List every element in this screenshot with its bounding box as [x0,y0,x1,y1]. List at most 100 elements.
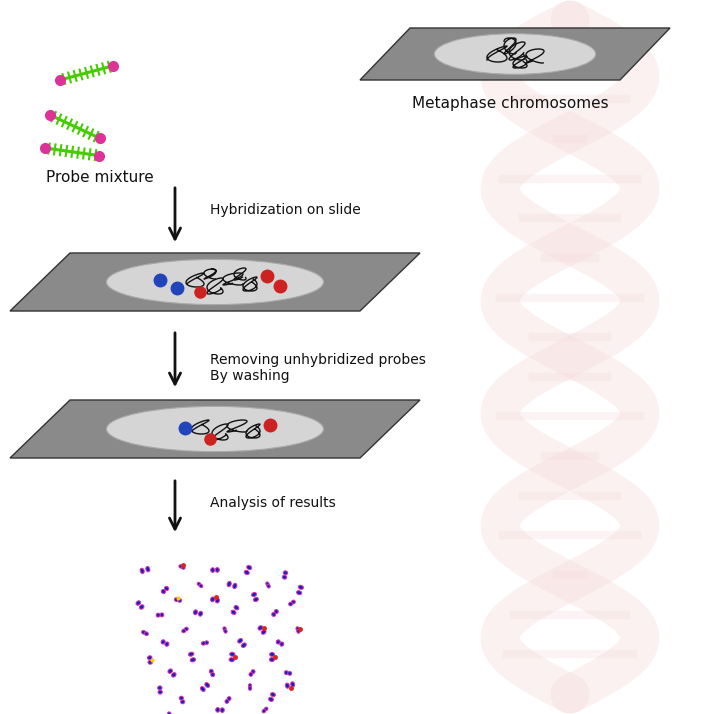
Polygon shape [360,28,670,80]
Polygon shape [266,582,269,585]
Polygon shape [193,610,198,615]
Polygon shape [238,638,243,643]
Polygon shape [211,673,215,677]
Polygon shape [215,568,219,572]
Polygon shape [198,611,203,616]
Text: Hybridization on slide: Hybridization on slide [210,203,361,217]
Polygon shape [172,673,176,677]
Ellipse shape [107,259,323,305]
Polygon shape [181,700,185,704]
Polygon shape [165,642,169,646]
Polygon shape [144,632,149,635]
Polygon shape [199,584,203,588]
Polygon shape [220,708,224,713]
Polygon shape [297,629,300,633]
Polygon shape [179,696,184,700]
Polygon shape [276,640,280,644]
Polygon shape [215,598,219,603]
Polygon shape [146,566,150,572]
Polygon shape [136,600,141,605]
Polygon shape [158,686,162,690]
Polygon shape [249,673,253,676]
Polygon shape [264,707,268,711]
Polygon shape [274,610,278,613]
Polygon shape [261,630,266,634]
Ellipse shape [435,34,596,74]
Polygon shape [285,683,290,688]
Polygon shape [182,566,185,569]
Polygon shape [184,627,188,631]
Polygon shape [298,585,304,589]
Polygon shape [224,629,227,633]
Polygon shape [241,643,246,648]
Polygon shape [291,682,294,687]
Polygon shape [292,600,295,604]
Polygon shape [168,712,171,714]
Polygon shape [227,581,231,587]
Ellipse shape [107,406,323,452]
Polygon shape [205,683,210,688]
Polygon shape [168,669,172,673]
Polygon shape [140,568,144,573]
Polygon shape [10,253,420,311]
Polygon shape [229,658,234,662]
Text: Metaphase chromosomes: Metaphase chromosomes [411,96,608,111]
Polygon shape [161,589,165,593]
Polygon shape [147,655,152,660]
Polygon shape [142,630,146,634]
Polygon shape [280,642,284,646]
Polygon shape [189,652,194,656]
Polygon shape [289,602,292,606]
Polygon shape [247,565,252,570]
Polygon shape [285,670,288,675]
Polygon shape [210,669,213,673]
Polygon shape [158,690,163,694]
Polygon shape [177,598,182,603]
Polygon shape [252,593,257,597]
Polygon shape [297,590,301,595]
Polygon shape [258,625,263,630]
Polygon shape [248,684,252,688]
Polygon shape [200,687,205,691]
Polygon shape [227,697,231,700]
Polygon shape [272,613,275,616]
Polygon shape [262,709,266,713]
Text: Analysis of results: Analysis of results [210,496,336,510]
Polygon shape [225,700,229,703]
Polygon shape [230,653,235,656]
Polygon shape [233,583,237,588]
Polygon shape [139,605,144,609]
Polygon shape [216,708,219,712]
Polygon shape [10,400,420,458]
Text: Probe mixture: Probe mixture [46,170,154,185]
Polygon shape [244,570,250,575]
Polygon shape [182,629,186,633]
Polygon shape [268,698,273,701]
Polygon shape [270,653,275,656]
Text: Removing unhybridized probes
By washing: Removing unhybridized probes By washing [210,353,426,383]
Polygon shape [156,613,160,617]
Polygon shape [205,641,208,645]
Polygon shape [271,693,275,697]
Polygon shape [197,583,201,586]
Polygon shape [148,660,153,664]
Polygon shape [251,670,255,673]
Polygon shape [161,640,165,644]
Polygon shape [211,568,215,573]
Polygon shape [231,610,236,615]
Polygon shape [283,570,287,575]
Polygon shape [267,584,270,588]
Polygon shape [210,597,215,602]
Polygon shape [283,575,287,579]
Polygon shape [296,627,299,630]
Polygon shape [190,658,196,662]
Polygon shape [287,671,292,675]
Polygon shape [269,658,274,662]
Polygon shape [234,605,239,610]
Polygon shape [160,613,164,617]
Polygon shape [179,565,183,568]
Polygon shape [165,586,169,590]
Polygon shape [175,598,178,601]
Polygon shape [201,642,205,645]
Polygon shape [248,686,252,690]
